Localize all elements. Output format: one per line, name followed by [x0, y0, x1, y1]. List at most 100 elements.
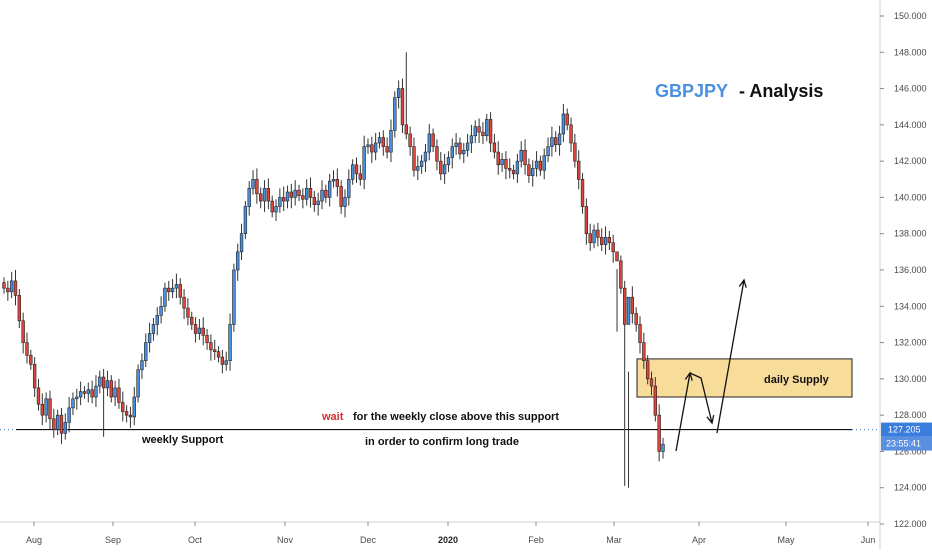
- candle: [197, 318, 202, 340]
- candle-body-down: [569, 124, 573, 144]
- candle: [9, 271, 14, 299]
- candle: [527, 158, 531, 183]
- price-tick-label: 128.000: [894, 410, 927, 420]
- candle: [577, 150, 581, 190]
- arrow-up-to-supply: [675, 372, 691, 452]
- candle-body-down: [573, 142, 577, 162]
- price-tick-label: 138.000: [894, 229, 927, 239]
- candle: [519, 141, 523, 168]
- candle-body-up: [262, 188, 267, 202]
- candle-body-down: [527, 164, 531, 176]
- candle-body-down: [381, 137, 385, 147]
- candle: [649, 371, 654, 396]
- candle: [327, 173, 332, 207]
- candle: [596, 222, 600, 247]
- candle: [94, 375, 98, 407]
- candle: [331, 170, 336, 188]
- candle-body-up: [44, 398, 48, 416]
- price-tick-label: 130.000: [894, 374, 927, 384]
- candle-body-down: [600, 237, 604, 245]
- price-tags: 127.205 23:55:41: [881, 422, 932, 451]
- candle: [278, 188, 282, 213]
- candle-body-up: [454, 142, 458, 147]
- candle: [404, 52, 408, 140]
- candle-body-down: [615, 251, 619, 262]
- candle-body-up: [661, 443, 665, 452]
- candle: [343, 189, 347, 218]
- time-tick-label: Nov: [277, 535, 294, 545]
- candle-body-up: [113, 387, 117, 398]
- candle: [121, 391, 125, 422]
- candle: [607, 230, 612, 251]
- price-tick-label: 126.000: [894, 446, 927, 456]
- candle: [308, 177, 313, 208]
- candle-body-down: [431, 133, 435, 147]
- candle: [213, 339, 217, 360]
- candle: [396, 80, 401, 109]
- candle: [431, 128, 435, 153]
- candle: [270, 195, 274, 218]
- candle: [373, 133, 378, 161]
- candle: [350, 159, 355, 185]
- wait-instruction-label: for the weekly close above this support: [353, 411, 559, 423]
- candle-body-up: [159, 305, 163, 316]
- candle-countdown-tag: [881, 436, 932, 451]
- candle-body-up: [320, 189, 324, 202]
- price-tick-label: 144.000: [894, 120, 927, 130]
- price-tick-label: 148.000: [894, 47, 927, 57]
- candle: [542, 148, 546, 180]
- candle: [366, 138, 370, 154]
- candle-body-down: [117, 387, 121, 403]
- candle-body-up: [546, 146, 550, 156]
- candle: [412, 137, 416, 177]
- candle: [117, 378, 121, 409]
- candle-body-up: [305, 188, 309, 200]
- candle-body-down: [259, 193, 263, 202]
- candle: [228, 313, 232, 371]
- candle-body-down: [481, 131, 485, 137]
- candle: [144, 333, 148, 368]
- candle: [561, 103, 566, 143]
- candle-body-up: [63, 422, 67, 434]
- candle-body-down: [124, 411, 129, 416]
- candle-body-down: [523, 149, 527, 166]
- candle: [358, 164, 362, 186]
- candle: [588, 223, 592, 251]
- candle-body-down: [538, 160, 543, 171]
- candle-body-up: [55, 414, 60, 430]
- candle-body-down: [17, 295, 22, 322]
- candle-body-up: [94, 385, 98, 398]
- time-tick-label: Apr: [692, 535, 706, 545]
- candle-body-up: [389, 130, 393, 153]
- candle: [67, 397, 71, 433]
- candle-body-up: [500, 159, 504, 166]
- candle: [282, 186, 286, 212]
- candle: [335, 168, 340, 197]
- candle-body-up: [151, 324, 156, 334]
- candle: [454, 133, 458, 155]
- price-tick-label: 150.000: [894, 11, 927, 21]
- candle-body-down: [358, 173, 362, 180]
- candle-body-down: [324, 189, 328, 198]
- candle-body-up: [331, 178, 336, 182]
- candle-body-down: [301, 195, 305, 200]
- candle-body-up: [9, 280, 14, 293]
- candle-body-down: [167, 287, 171, 293]
- candle: [645, 355, 650, 385]
- candle: [320, 180, 324, 210]
- candle: [186, 298, 190, 326]
- candle: [469, 124, 474, 153]
- candle: [381, 130, 385, 156]
- candle: [128, 406, 133, 428]
- candle: [124, 405, 129, 423]
- candle-body-down: [36, 387, 41, 405]
- candle: [615, 251, 619, 332]
- candle: [251, 170, 255, 195]
- candle: [259, 187, 263, 209]
- candle: [630, 286, 635, 324]
- candle: [182, 289, 186, 319]
- candle: [155, 307, 159, 336]
- candle: [416, 155, 420, 181]
- price-axis: 122.000 124.000 126.000 128.000 130.000 132.0…: [880, 11, 927, 529]
